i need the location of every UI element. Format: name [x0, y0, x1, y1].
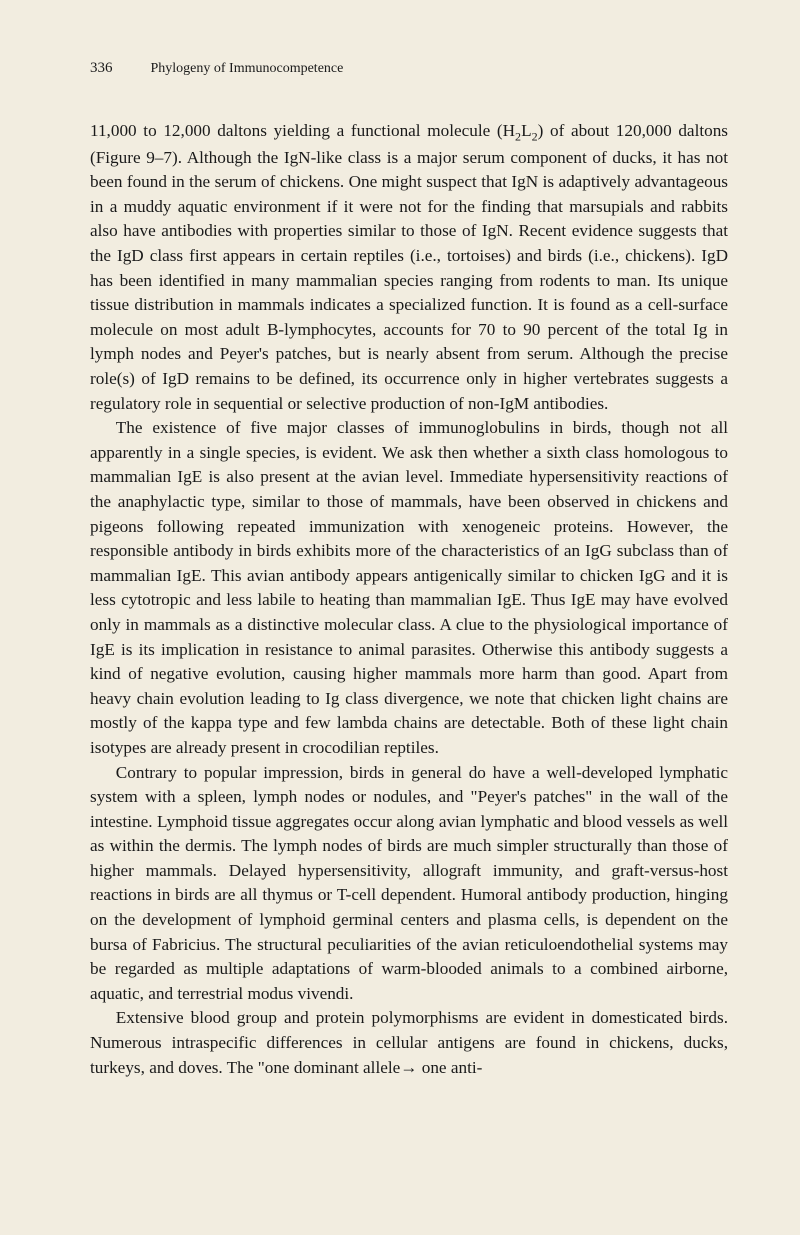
- page-number: 336: [90, 60, 113, 77]
- page-header: 336 Phylogeny of Immunocompetence: [90, 60, 728, 77]
- paragraph-1: 11,000 to 12,000 daltons yielding a func…: [90, 119, 728, 416]
- paragraph-4: Extensive blood group and protein polymo…: [90, 1006, 728, 1080]
- chapter-title: Phylogeny of Immunocompetence: [151, 61, 344, 77]
- body-text: 11,000 to 12,000 daltons yielding a func…: [90, 119, 728, 1080]
- para1-text-3: ) of about 120,000 daltons (Figure 9–7).…: [90, 121, 728, 413]
- paragraph-3: Contrary to popular impression, birds in…: [90, 761, 728, 1007]
- para1-text-1: 11,000 to 12,000 daltons yielding a func…: [90, 121, 515, 140]
- para1-text-2: L: [521, 121, 532, 140]
- paragraph-2: The existence of five major classes of i…: [90, 416, 728, 760]
